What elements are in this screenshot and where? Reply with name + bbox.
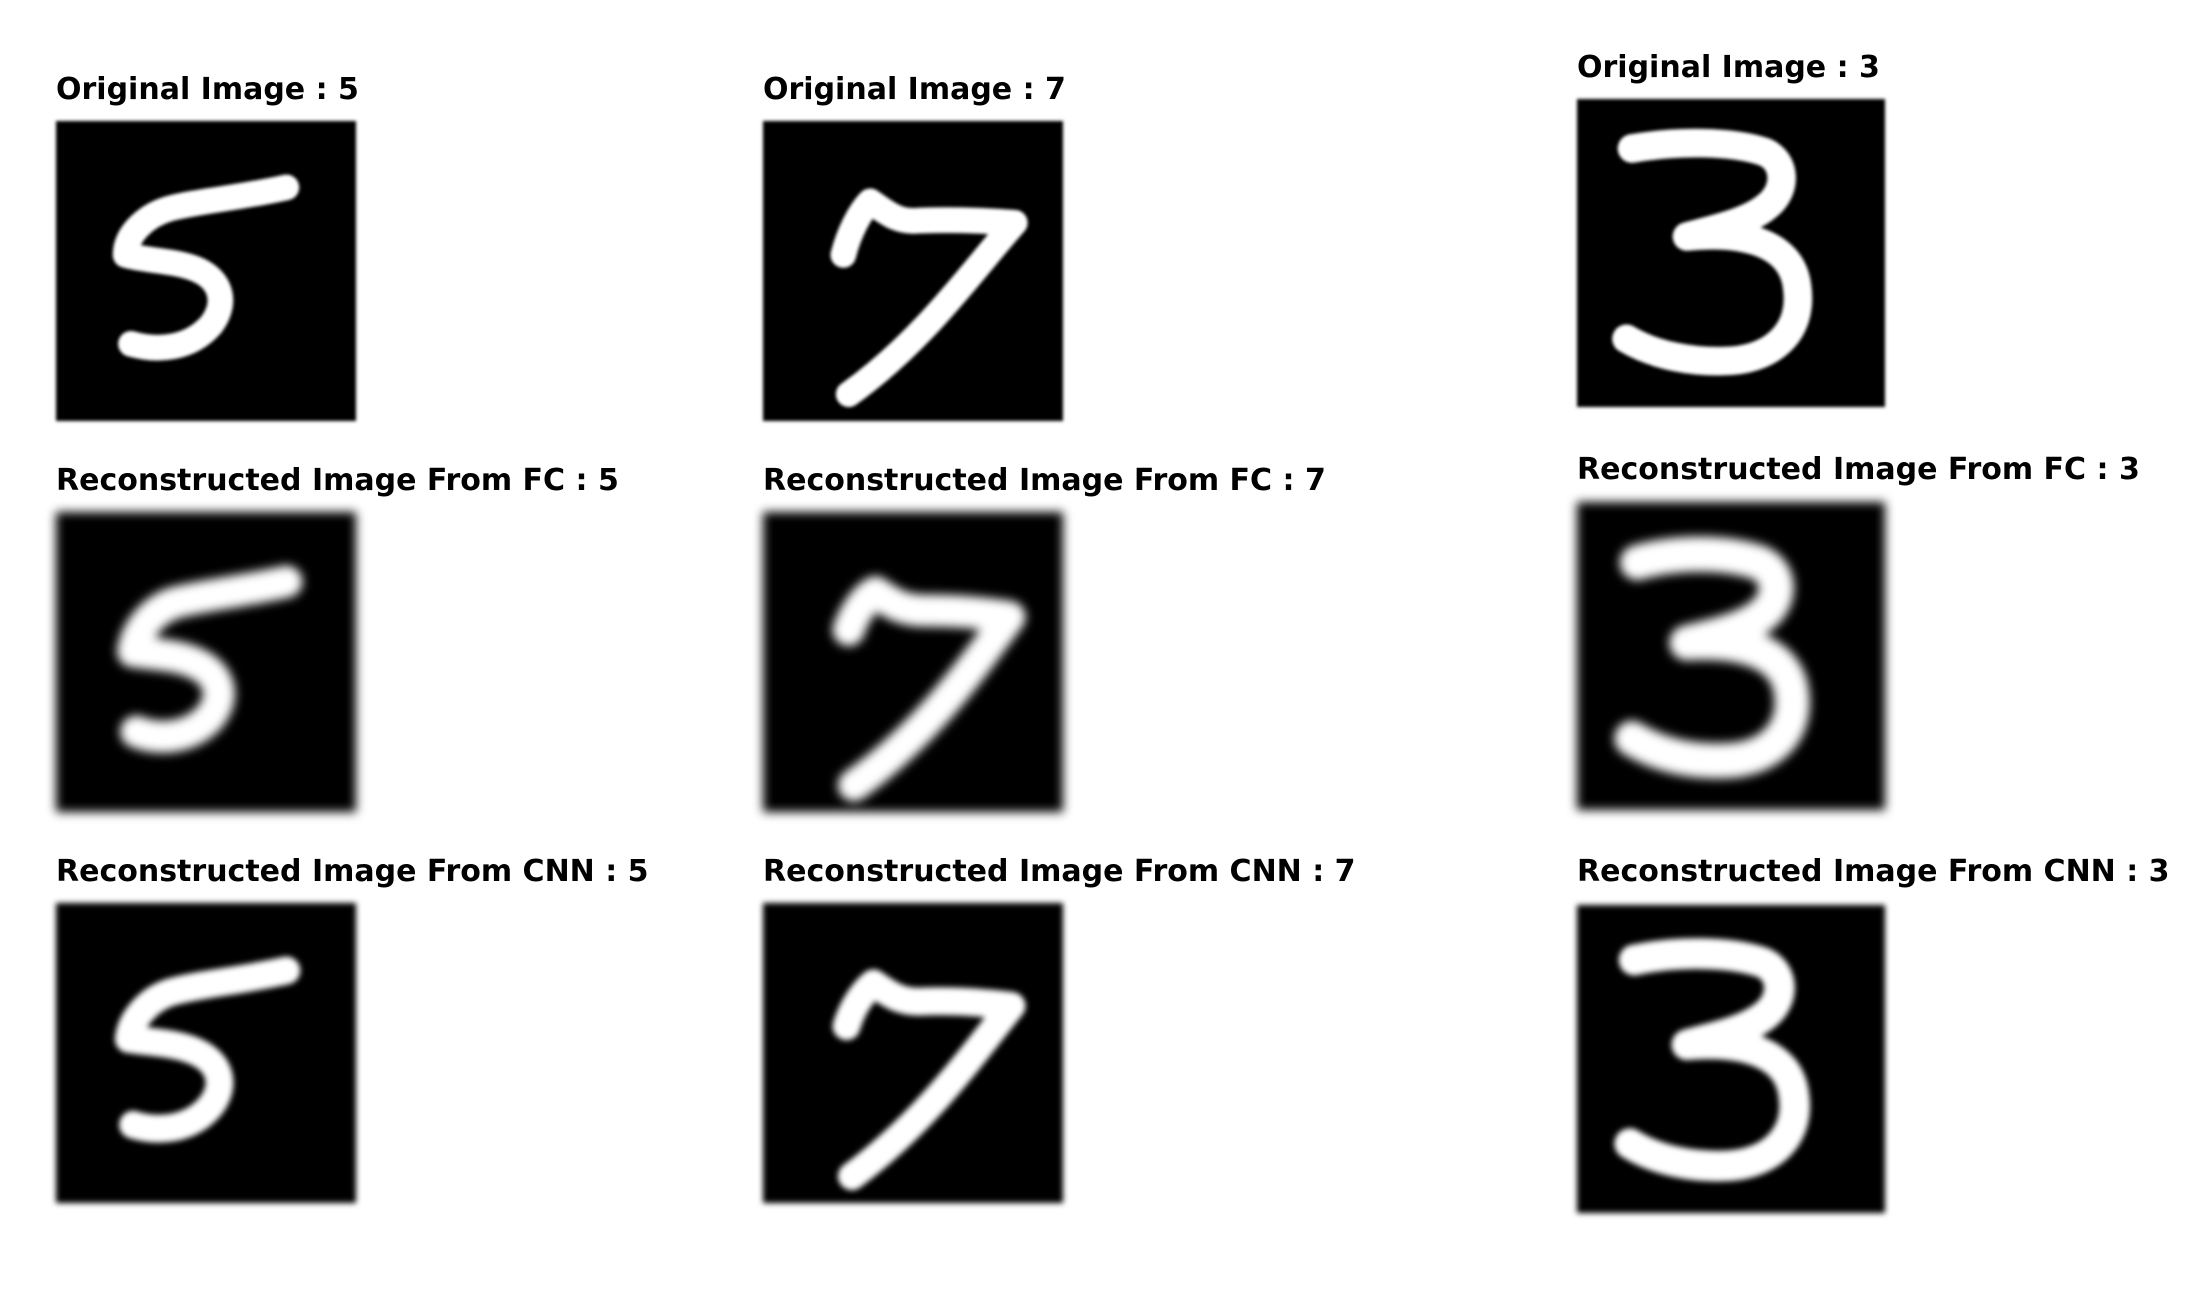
- digit-5-glyph: [112, 174, 300, 361]
- panel-title-fc-3: Reconstructed Image From FC : 3: [1577, 452, 2140, 487]
- panel-title-original-7: Original Image : 7: [763, 72, 1066, 107]
- digit-image-original-3: [1577, 99, 1885, 407]
- digit-image-cnn-3: [1577, 905, 1885, 1213]
- panel-title-original-5: Original Image : 5: [56, 72, 359, 107]
- panel-title-cnn-3: Reconstructed Image From CNN : 3: [1577, 854, 2170, 889]
- digit-3-glyph: [1612, 128, 1813, 376]
- digit-5-glyph: [114, 956, 301, 1143]
- panel-title-cnn-5: Reconstructed Image From CNN : 5: [56, 854, 649, 889]
- digit-3-glyph: [1614, 938, 1811, 1182]
- digit-3-glyph: [1614, 536, 1810, 779]
- panel-title-cnn-7: Reconstructed Image From CNN : 7: [763, 854, 1356, 889]
- digit-7-glyph: [830, 188, 1028, 408]
- panel-title-original-3: Original Image : 3: [1577, 50, 1880, 85]
- panel-title-fc-7: Reconstructed Image From FC : 7: [763, 463, 1326, 498]
- digit-7-glyph: [832, 576, 1026, 802]
- digit-image-fc-5: [56, 512, 356, 812]
- digit-image-original-5: [56, 121, 356, 421]
- digit-5-glyph: [117, 565, 303, 753]
- panel-title-fc-5: Reconstructed Image From FC : 5: [56, 463, 619, 498]
- digit-image-fc-3: [1577, 502, 1885, 810]
- digit-7-glyph: [832, 969, 1026, 1191]
- digit-image-original-7: [763, 121, 1063, 421]
- digit-image-cnn-5: [56, 903, 356, 1203]
- digit-image-cnn-7: [763, 903, 1063, 1203]
- digit-image-fc-7: [763, 512, 1063, 812]
